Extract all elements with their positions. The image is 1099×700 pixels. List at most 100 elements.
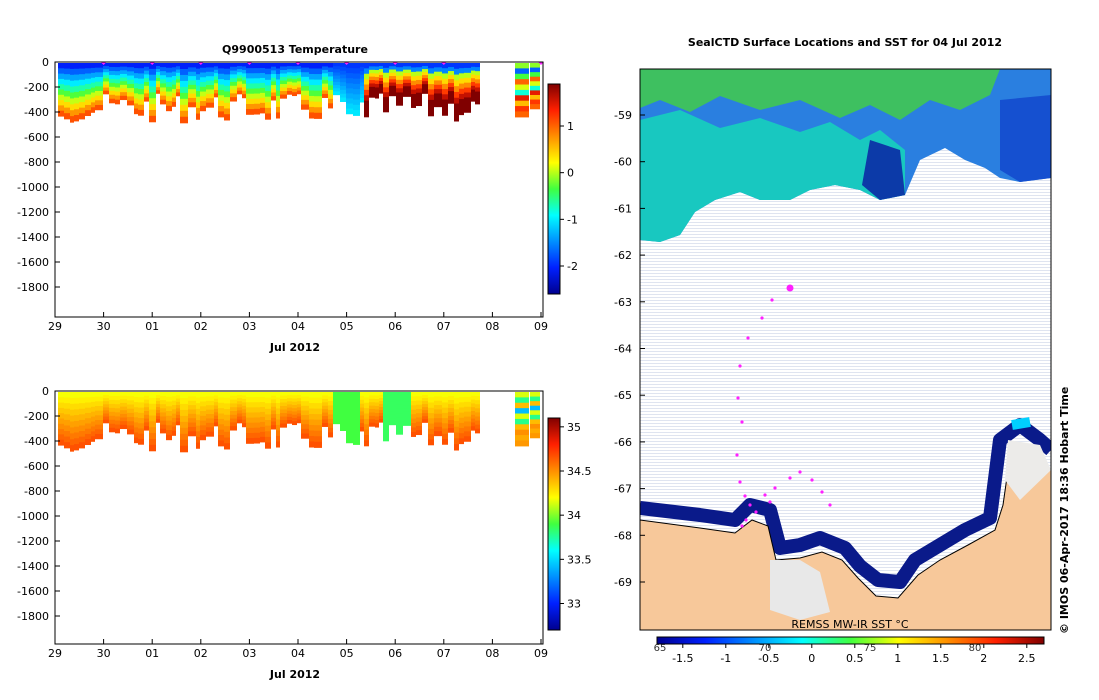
profile-cell	[246, 98, 254, 105]
profile-cell	[91, 102, 95, 108]
profile-cell	[454, 397, 459, 405]
profile-cell	[515, 392, 529, 398]
profile-cell	[340, 392, 346, 397]
profile-cell	[383, 87, 389, 93]
profile-cell	[103, 72, 109, 76]
profile-cell	[246, 103, 254, 110]
profile-cell	[276, 63, 280, 70]
profile-cell	[166, 101, 172, 107]
profile-cell	[172, 404, 176, 410]
profile-cell	[403, 92, 411, 97]
profile-cell	[353, 428, 360, 435]
profile-cell	[115, 87, 120, 93]
profile-cell	[74, 103, 79, 110]
profile-cell	[79, 79, 85, 86]
profile-cell	[280, 406, 287, 411]
profile-cell	[58, 434, 64, 441]
profile-cell	[70, 397, 74, 405]
profile-cell	[471, 422, 475, 427]
profile-cell	[144, 418, 149, 424]
profile-cell	[276, 397, 280, 404]
track-point	[798, 470, 802, 474]
profile-cell	[459, 93, 464, 100]
profile-cell	[333, 417, 340, 422]
profile-cell	[428, 428, 434, 435]
profile-cell	[475, 75, 480, 80]
profile-cell	[340, 407, 346, 412]
sst-colorbar-tick-label: 0	[808, 652, 815, 665]
profile-cell	[180, 68, 188, 76]
profile-cell	[214, 408, 218, 413]
profile-cell	[346, 417, 353, 423]
profile-cell	[79, 74, 85, 81]
profile-cell	[375, 402, 379, 407]
profile-cell	[109, 86, 115, 92]
profile-cell	[134, 392, 138, 398]
profile-cell	[254, 397, 260, 403]
map-lat-label: -66	[614, 436, 632, 449]
profile-cell	[428, 105, 434, 112]
colorbar-tick-label: 1	[567, 120, 574, 133]
profile-cell	[265, 91, 271, 98]
profile-cell	[260, 396, 265, 403]
profile-cell	[254, 103, 260, 110]
profile-cell	[411, 63, 416, 69]
profile-cell	[309, 63, 314, 70]
profile-cell	[172, 430, 176, 436]
profile-cell	[314, 90, 322, 97]
x-tick-label: 29	[48, 320, 62, 333]
profile-cell	[95, 401, 103, 407]
profile-cell	[314, 408, 322, 415]
profile-cell	[176, 401, 180, 406]
profile-cell	[271, 77, 276, 83]
colorbar-tick-label: 34	[567, 509, 581, 522]
profile-cell	[346, 432, 353, 439]
profile-cell	[475, 404, 480, 409]
profile-cell	[428, 407, 434, 414]
profile-cell	[237, 63, 242, 67]
profile-cell	[224, 403, 230, 410]
profile-cell	[389, 72, 396, 77]
profile-cell	[442, 83, 448, 90]
profile-cell	[471, 426, 475, 431]
profile-cell	[109, 70, 115, 76]
profile-cell	[434, 89, 442, 95]
profile-cell	[176, 418, 180, 423]
profile-cell	[196, 442, 200, 449]
profile-cell	[176, 85, 180, 90]
profile-cell	[333, 81, 340, 86]
profile-cell	[237, 410, 242, 415]
profile-cell	[301, 424, 309, 430]
profile-cell	[297, 78, 301, 82]
profile-cell	[459, 104, 464, 110]
profile-cell	[459, 109, 464, 116]
profile-cell	[360, 423, 364, 428]
profile-cell	[91, 436, 95, 442]
y-tick-label: -200	[24, 81, 49, 94]
profile-cell	[276, 413, 280, 421]
profile-cell	[353, 392, 360, 398]
profile-cell	[160, 91, 166, 97]
x-tick-label: 07	[437, 320, 451, 333]
profile-cell	[271, 399, 276, 404]
profile-cell	[156, 407, 160, 411]
profile-cell	[309, 90, 314, 97]
profile-cell	[346, 412, 353, 418]
profile-cell	[58, 407, 64, 414]
profile-cell	[322, 419, 328, 424]
profile-cell	[292, 404, 297, 409]
sst-warm-band	[640, 110, 905, 242]
profile-cell	[340, 403, 346, 408]
profile-cell	[91, 63, 95, 69]
profile-cell	[297, 419, 301, 424]
profile-cell	[95, 63, 103, 69]
profile-cell	[369, 422, 375, 427]
profile-cell	[149, 86, 156, 93]
profile-cell	[214, 405, 218, 410]
profile-cell	[464, 431, 471, 437]
profile-cell	[188, 84, 196, 90]
profile-cell	[127, 417, 134, 422]
profile-cell	[515, 440, 529, 447]
profile-cell	[196, 91, 200, 98]
profile-cell	[254, 78, 260, 84]
